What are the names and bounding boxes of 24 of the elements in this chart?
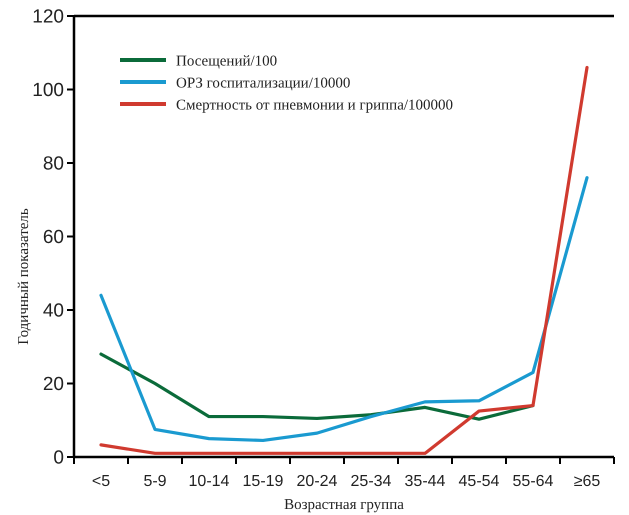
y-axis-title: Годичный показатель [16,208,32,345]
legend-label: Посещений/100 [176,53,278,70]
x-tick-label: 55-64 [512,473,554,490]
x-tick-label: <5 [92,473,110,490]
x-tick-label: 10-14 [188,473,230,490]
x-tick-label: 5-9 [143,473,167,490]
x-tick-label: 20-24 [296,473,338,490]
legend-label: Смертность от пневмонии и гриппа/100000 [176,97,454,114]
x-axis-title: Возрастная группа [284,497,404,513]
x-tick-label: 45-54 [458,473,500,490]
x-tick-label: ≥65 [574,473,600,490]
y-tick-label: 0 [53,448,64,469]
y-tick-label: 20 [42,374,64,396]
legend-label: ОРЗ госпитализации/10000 [176,75,350,92]
x-tick-label: 35-44 [404,473,446,490]
x-tick-label: 25-34 [350,473,392,490]
y-tick-label: 80 [42,154,64,175]
line-series [99,352,535,421]
x-tick-label: 15-19 [242,473,284,490]
y-tick-label: 60 [42,227,64,248]
y-tick-label: 40 [42,300,64,322]
y-tick-label: 120 [32,6,64,28]
y-tick-label: 100 [32,80,64,102]
line-series [99,176,589,442]
